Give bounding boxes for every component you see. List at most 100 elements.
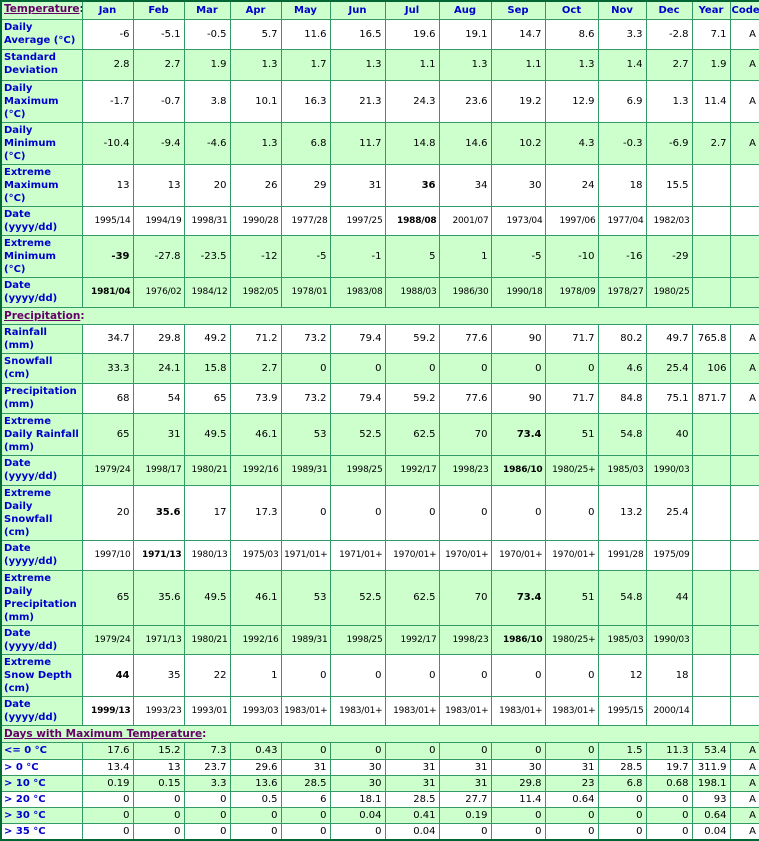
value-cell: 1977/28 — [280, 205, 331, 236]
value-cell: 0 — [384, 653, 440, 697]
value-cell: 73.4 — [490, 412, 546, 456]
value-cell: -10 — [544, 234, 599, 278]
value-cell: 54 — [132, 382, 185, 414]
column-header: Apr — [229, 0, 282, 20]
value-cell: 2.7 — [645, 48, 693, 81]
value-cell: 49.5 — [183, 569, 231, 626]
column-header: Aug — [438, 0, 492, 20]
value-cell: 54.8 — [597, 412, 647, 456]
value-cell: 24 — [544, 163, 599, 207]
value-cell: -4.6 — [183, 121, 231, 165]
value-cell: 11.3 — [645, 741, 693, 760]
value-cell: 0 — [438, 352, 492, 384]
value-cell: 1976/02 — [132, 276, 185, 308]
value-cell: 59.2 — [384, 323, 440, 354]
value-cell: 53 — [280, 412, 331, 456]
value-cell: 44 — [81, 653, 134, 697]
section-title-cell: Temperature: — [0, 0, 83, 20]
value-cell: 1971/01+ — [329, 539, 386, 571]
value-cell: 29 — [280, 163, 331, 207]
value-cell: 1986/30 — [438, 276, 492, 308]
value-cell: A — [729, 18, 759, 50]
value-cell: 11.6 — [280, 18, 331, 50]
value-cell: 1997/06 — [544, 205, 599, 236]
column-header: Oct — [544, 0, 599, 20]
column-header: Year — [691, 0, 731, 20]
value-cell: 1973/04 — [490, 205, 546, 236]
row-label: Rainfall (mm) — [0, 323, 83, 354]
value-cell: 0 — [280, 806, 331, 824]
value-cell: 0 — [329, 653, 386, 697]
value-cell: 79.4 — [329, 382, 386, 414]
value-cell: 1970/01+ — [438, 539, 492, 571]
value-cell: 19.1 — [438, 18, 492, 50]
value-cell: 71.2 — [229, 323, 282, 354]
value-cell: 11.4 — [490, 790, 546, 808]
value-cell: 1990/28 — [229, 205, 282, 236]
value-cell: 27.7 — [438, 790, 492, 808]
value-cell: 1.3 — [229, 48, 282, 81]
value-cell: 0 — [438, 822, 492, 840]
row-label: Standard Deviation — [0, 48, 83, 81]
value-cell: 1971/13 — [132, 539, 185, 571]
section-link-1[interactable]: Precipitation — [4, 309, 81, 322]
value-cell: 0.19 — [81, 774, 134, 792]
value-cell: 44 — [645, 569, 693, 626]
value-cell: 765.8 — [691, 323, 731, 354]
row-label: > 30 °C — [0, 806, 83, 824]
value-cell — [729, 569, 759, 626]
value-cell: 19.7 — [645, 758, 693, 776]
value-cell — [729, 484, 759, 541]
value-cell: A — [729, 382, 759, 414]
value-cell: 6.9 — [597, 79, 647, 123]
value-cell: 311.9 — [691, 758, 731, 776]
value-cell: 14.8 — [384, 121, 440, 165]
column-header: Code — [729, 0, 759, 20]
value-cell: 1.5 — [597, 741, 647, 760]
value-cell: 1990/03 — [645, 454, 693, 486]
value-cell: 0 — [229, 806, 282, 824]
value-cell: -0.3 — [597, 121, 647, 165]
value-cell: 7.1 — [691, 18, 731, 50]
row-label: Extreme Daily Precipitation (mm) — [0, 569, 83, 626]
value-cell: 15.8 — [183, 352, 231, 384]
value-cell: 49.2 — [183, 323, 231, 354]
table-row: Daily Average (°C) -6 -5.1 -0.5 5.7 11.6 16.5 1… — [0, 18, 759, 50]
value-cell: 26 — [229, 163, 282, 207]
value-cell: 1.9 — [691, 48, 731, 81]
value-cell: 1998/23 — [438, 454, 492, 486]
table-row: > 20 °C 0 0 0 0.5 6 18.1 28.5 27.7 11.4 0.64 0 0 93 A — [0, 790, 759, 808]
value-cell: 31 — [329, 163, 386, 207]
value-cell: 84.8 — [597, 382, 647, 414]
value-cell: 1.1 — [384, 48, 440, 81]
section-link-2[interactable]: Days with Maximum Temperature — [4, 727, 203, 740]
value-cell: 0 — [280, 484, 331, 541]
section-link-0[interactable]: Temperature — [4, 3, 80, 15]
value-cell: 1970/01+ — [544, 539, 599, 571]
value-cell — [691, 234, 731, 278]
value-cell: 90 — [490, 382, 546, 414]
value-cell: 13 — [132, 758, 185, 776]
value-cell: 25.4 — [645, 484, 693, 541]
value-cell: 0 — [438, 741, 492, 760]
section-title-cell: Precipitation: — [0, 306, 759, 325]
value-cell: 31 — [438, 774, 492, 792]
table-row: > 35 °C 0 0 0 0 0 0 0.04 0 0 0 0 0 0.04 A — [0, 822, 759, 840]
value-cell: 1988/08 — [384, 205, 440, 236]
value-cell: 0 — [229, 822, 282, 840]
value-cell: 1992/16 — [229, 624, 282, 655]
value-cell: 871.7 — [691, 382, 731, 414]
value-cell: 0 — [329, 352, 386, 384]
column-header: Mar — [183, 0, 231, 20]
row-label: Date (yyyy/dd) — [0, 454, 83, 486]
value-cell: 6.8 — [597, 774, 647, 792]
value-cell: 1993/23 — [132, 695, 185, 726]
value-cell — [729, 205, 759, 236]
value-cell: 71.7 — [544, 323, 599, 354]
value-cell: 0 — [544, 484, 599, 541]
row-label: Date (yyyy/dd) — [0, 624, 83, 655]
value-cell: 13.4 — [81, 758, 134, 776]
value-cell: 54.8 — [597, 569, 647, 626]
value-cell: 1983/01+ — [280, 695, 331, 726]
value-cell: 31 — [438, 758, 492, 776]
